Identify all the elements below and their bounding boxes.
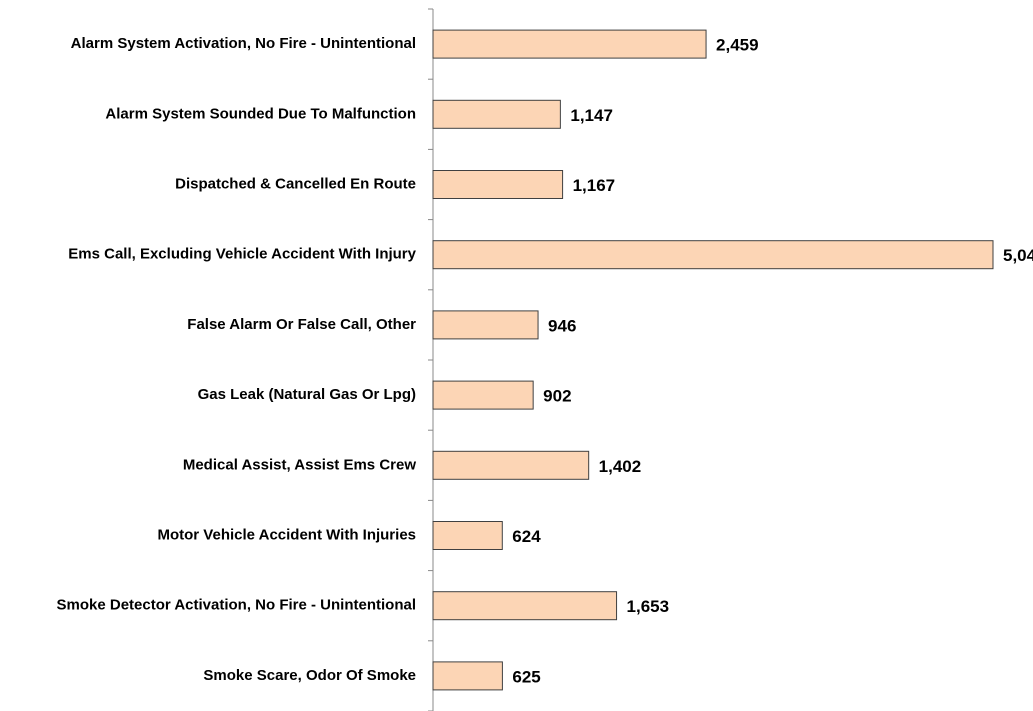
value-label: 1,653 (627, 597, 670, 616)
value-label: 625 (512, 667, 540, 686)
bar (432, 380, 534, 410)
category-label: Ems Call, Excluding Vehicle Accident Wit… (68, 246, 416, 263)
bar (432, 99, 561, 129)
category-label: Dispatched & Cancelled En Route (175, 175, 416, 192)
bar (432, 521, 503, 550)
value-label: 1,147 (570, 106, 613, 125)
category-label: Smoke Scare, Odor Of Smoke (203, 667, 416, 684)
category-label: Smoke Detector Activation, No Fire - Uni… (57, 597, 417, 614)
category-label: Gas Leak (Natural Gas Or Lpg) (198, 386, 416, 403)
value-label: 946 (548, 316, 576, 335)
bar (432, 310, 539, 340)
bar (432, 170, 564, 199)
value-label: 1,167 (573, 176, 616, 195)
value-label: 902 (543, 387, 571, 406)
bar (432, 240, 994, 270)
value-label: 2,459 (716, 36, 759, 55)
bar (432, 661, 503, 691)
bar (432, 450, 590, 480)
value-label: 1,402 (599, 457, 642, 476)
bar (432, 29, 707, 59)
category-label: Motor Vehicle Accident With Injuries (157, 526, 416, 543)
category-label: Alarm System Sounded Due To Malfunction (105, 105, 416, 122)
bar (432, 591, 618, 621)
category-label: Medical Assist, Assist Ems Crew (183, 456, 416, 473)
category-label: False Alarm Or False Call, Other (187, 316, 416, 333)
value-label: 5,043 (1003, 246, 1033, 265)
value-label: 624 (512, 527, 541, 546)
category-label: Alarm System Activation, No Fire - Unint… (71, 35, 416, 52)
